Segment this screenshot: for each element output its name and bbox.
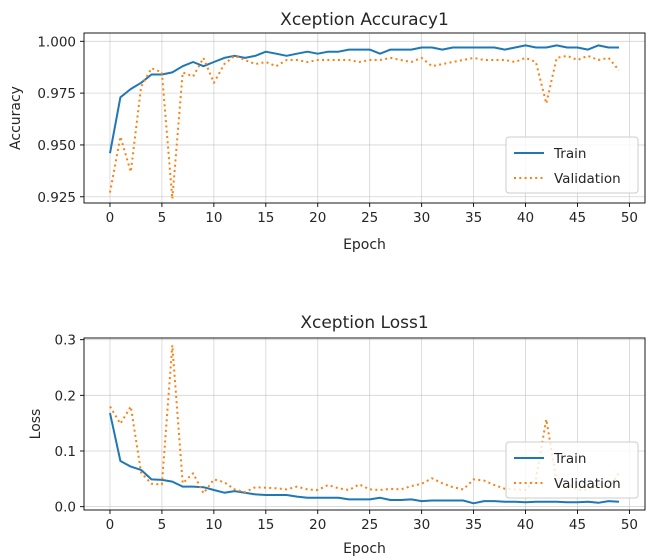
- legend-box: [505, 441, 639, 499]
- x-axis-label: Epoch: [343, 237, 386, 253]
- x-tick-label: 5: [158, 517, 167, 533]
- x-axis-label: Epoch: [343, 541, 386, 557]
- loss-chart: 0 5 10 15 20 25 30 35 40 45 50 0.0 0.1 0.2 0.3 Xception…: [28, 313, 646, 557]
- y-tick-label: 0.950: [37, 138, 76, 154]
- x-tick-label: 10: [205, 210, 222, 226]
- series-line-validation: [109, 54, 620, 200]
- x-tick-label: 30: [413, 210, 430, 226]
- series-line-train: [109, 44, 619, 154]
- x-tick-label: 25: [361, 210, 378, 226]
- legend-label-train: Train: [553, 451, 586, 467]
- legend-label-validation: Validation: [554, 171, 621, 187]
- x-tick-label: 40: [517, 210, 534, 226]
- axes-frame: [83, 337, 646, 511]
- x-tick-label: 50: [621, 517, 638, 533]
- y-axis-label: Loss: [28, 409, 44, 440]
- y-tick-label: 0.1: [55, 444, 76, 460]
- x-tick-label: 0: [106, 210, 115, 226]
- series-line-train: [109, 412, 620, 505]
- y-tick-label: 0.2: [55, 388, 76, 404]
- y-axis-label: Accuracy: [8, 86, 24, 150]
- y-tick-label: 0.0: [55, 500, 76, 516]
- x-tick-label: 45: [569, 210, 586, 226]
- x-tick-label: 20: [309, 210, 326, 226]
- x-tick-label: 15: [257, 517, 274, 533]
- x-tick-label: 20: [309, 517, 326, 533]
- y-tick-label: 0.925: [37, 190, 76, 206]
- x-tick-label: 35: [465, 517, 482, 533]
- x-tick-label: 50: [621, 210, 638, 226]
- chart-title: Xception Loss1: [300, 313, 428, 333]
- x-tick-label: 10: [205, 517, 222, 533]
- y-tick-label: 0.975: [37, 86, 76, 102]
- axes-frame: [83, 32, 646, 204]
- accuracy-chart: 0 5 10 15 20 25 30 35 40 45 50 0.925 0.950 0.975 1.000…: [8, 10, 646, 253]
- x-tick-label: 40: [517, 517, 534, 533]
- y-tick-label: 0.3: [55, 333, 76, 349]
- x-tick-label: 15: [257, 210, 274, 226]
- x-tick-label: 45: [569, 517, 586, 533]
- x-tick-label: 30: [413, 517, 430, 533]
- legend-label-validation: Validation: [554, 476, 621, 492]
- legend-box: [505, 136, 639, 194]
- x-tick-label: 35: [465, 210, 482, 226]
- legend-label-train: Train: [553, 146, 586, 162]
- chart-title: Xception Accuracy1: [280, 10, 449, 30]
- x-tick-label: 0: [106, 517, 115, 533]
- y-tick-label: 1.000: [37, 34, 76, 50]
- x-tick-label: 25: [361, 517, 378, 533]
- x-tick-label: 5: [158, 210, 167, 226]
